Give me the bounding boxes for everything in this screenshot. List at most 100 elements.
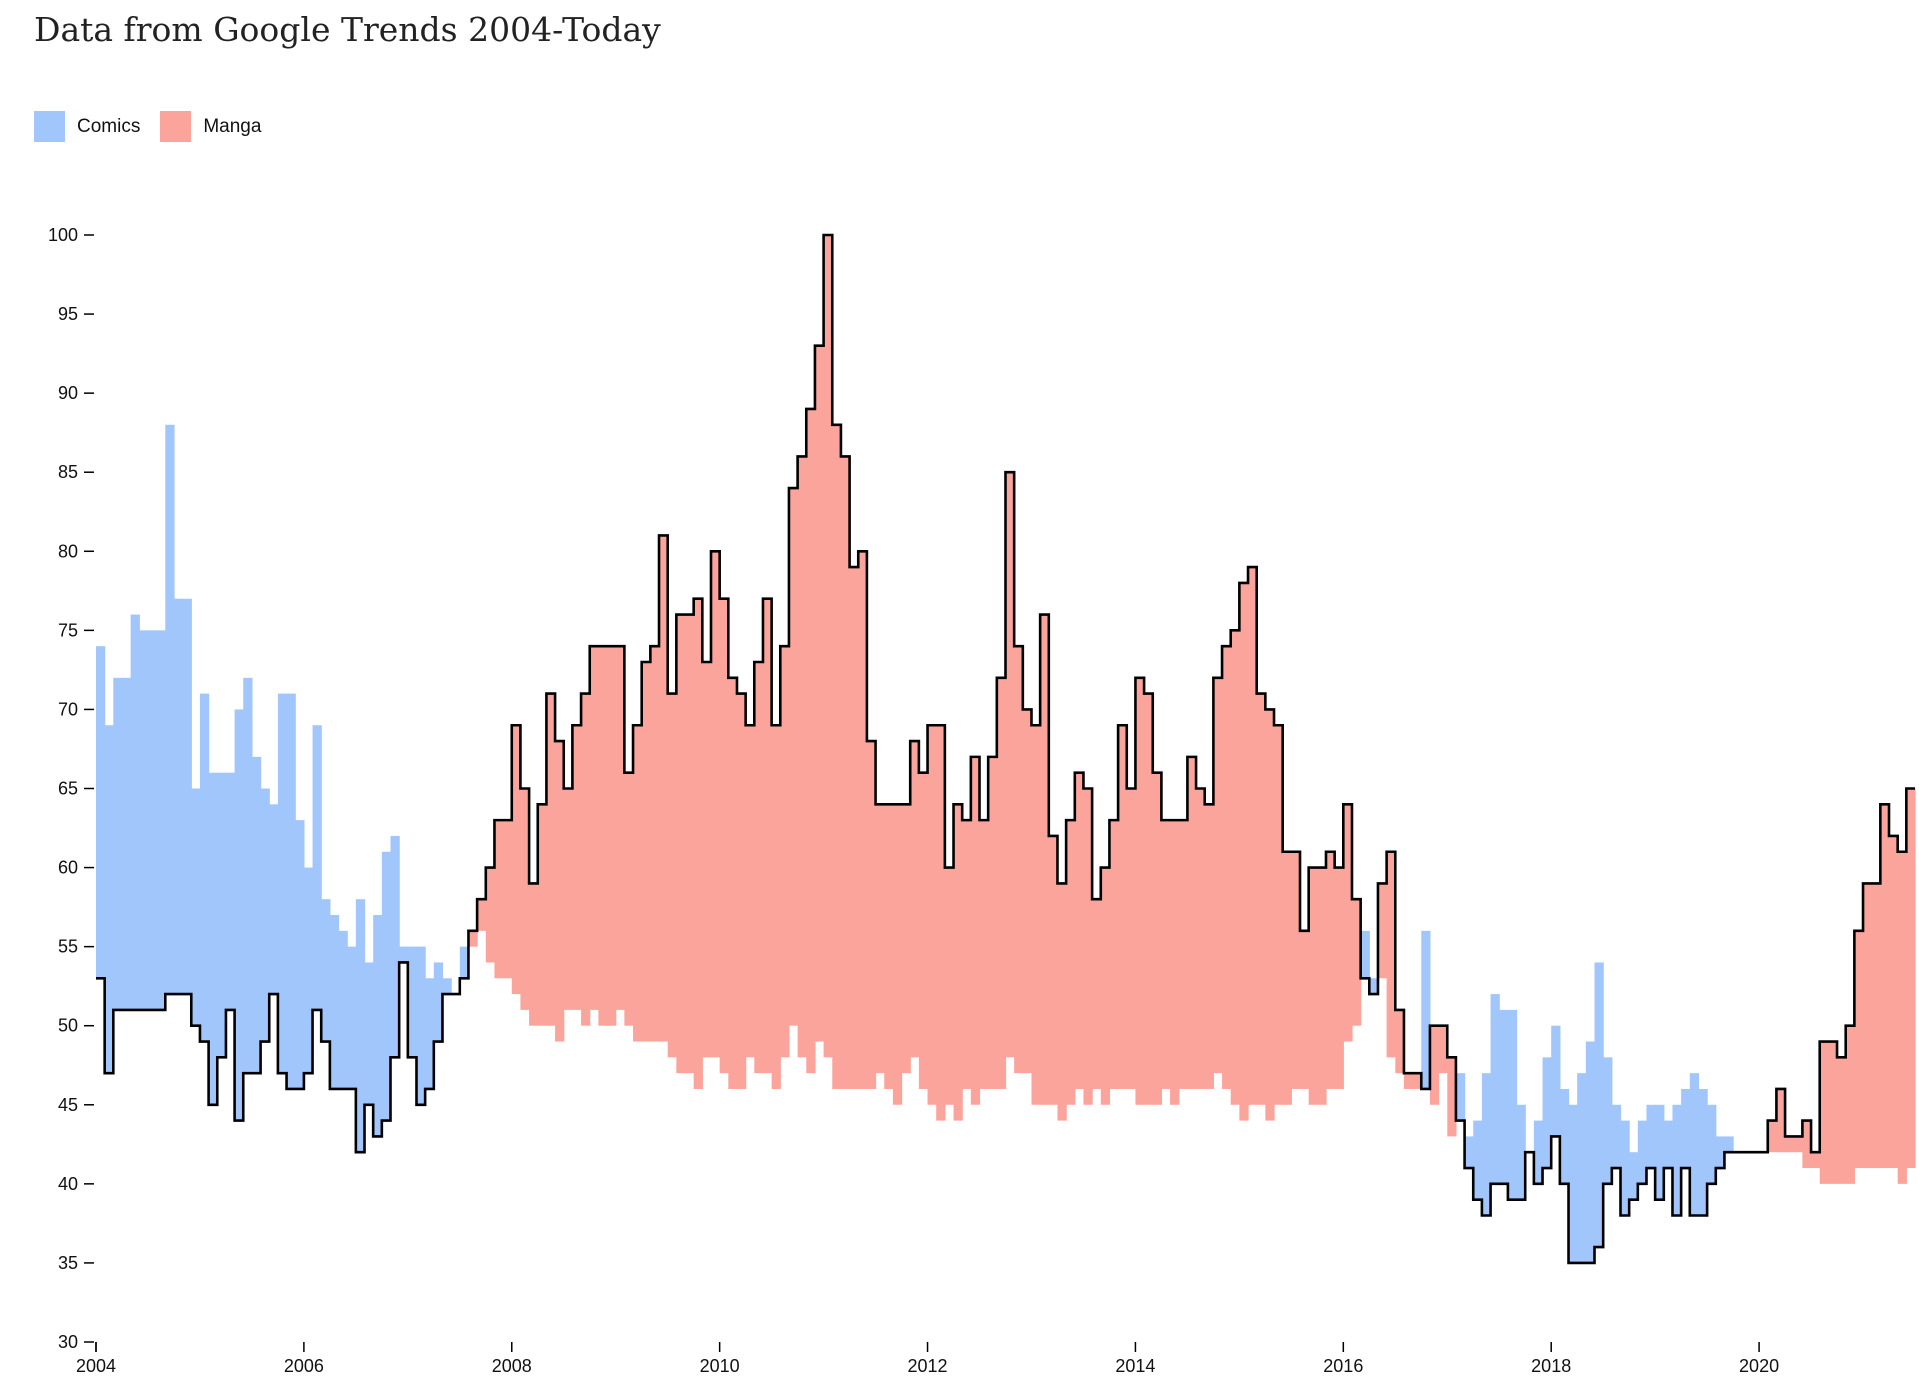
manga-bar	[529, 883, 539, 1026]
manga-bar	[1863, 883, 1873, 1169]
comics-bar	[1620, 1120, 1630, 1216]
manga-bar	[589, 646, 599, 1010]
comics-bar	[139, 630, 149, 1010]
comics-bar	[1681, 1088, 1691, 1169]
legend-label-comics: Comics	[77, 115, 141, 137]
comics-bar	[399, 946, 409, 963]
comics-bar	[217, 772, 227, 1058]
manga-bar	[607, 646, 617, 1026]
comics-bar	[156, 630, 166, 1010]
manga-bar	[1230, 630, 1240, 1105]
manga-bar	[1282, 851, 1292, 1105]
manga-bar	[728, 677, 738, 1089]
manga-bar	[1802, 1120, 1812, 1169]
manga-bar	[875, 804, 885, 1074]
manga-bar	[1040, 614, 1050, 1105]
comics-bar	[173, 598, 184, 995]
comics-bar	[303, 867, 314, 1074]
comics-bar	[1499, 1009, 1509, 1184]
manga-bar	[1144, 693, 1154, 1105]
manga-bar	[1291, 851, 1301, 1089]
x-tick-label: 2018	[1531, 1356, 1571, 1376]
manga-bar	[823, 235, 833, 1058]
manga-bar	[581, 693, 591, 1026]
comics-bar	[312, 725, 322, 1010]
y-tick-label: 65	[58, 779, 78, 799]
manga-bar	[719, 598, 729, 1074]
y-tick-label: 40	[58, 1174, 78, 1194]
manga-bar	[962, 820, 972, 1089]
manga-bar	[1308, 867, 1318, 1105]
comics-bar	[1698, 1088, 1708, 1216]
comics-bar	[260, 788, 270, 1042]
manga-bar	[754, 661, 764, 1074]
comics-bar	[1464, 1136, 1474, 1169]
manga-bar	[858, 551, 868, 1089]
manga-bar	[1334, 867, 1344, 1089]
comics-bar	[407, 946, 418, 1058]
comics-bar	[1421, 930, 1431, 1089]
manga-bar	[477, 899, 487, 931]
comics-bar	[1559, 1088, 1570, 1184]
manga-bar	[1377, 883, 1388, 979]
manga-bar	[745, 725, 755, 1058]
manga-bar	[667, 693, 677, 1058]
comics-bar	[269, 804, 279, 995]
manga-bar	[996, 677, 1007, 1089]
x-tick-label: 2010	[700, 1356, 740, 1376]
manga-bar	[1248, 567, 1258, 1105]
manga-bar	[1178, 820, 1188, 1089]
comics-bar	[459, 946, 470, 979]
comics-bar	[234, 709, 244, 1121]
manga-bar	[1256, 693, 1266, 1105]
y-axis: 30 35 40 45 50 55 60 65 70 75 80 85 90 95 100	[48, 225, 94, 1352]
manga-bar	[659, 535, 669, 1042]
manga-bar	[771, 725, 781, 1089]
comics-bar	[425, 978, 435, 1089]
manga-bar	[633, 725, 643, 1042]
comics-bar	[442, 978, 452, 995]
manga-bar	[936, 725, 946, 1121]
manga-bar	[1100, 867, 1111, 1105]
y-tick-label: 35	[58, 1253, 78, 1273]
manga-bar	[572, 725, 582, 1010]
manga-bar	[866, 741, 877, 1089]
comics-bar	[1707, 1104, 1717, 1184]
legend: Comics Manga	[34, 111, 281, 142]
comics-bar	[277, 693, 288, 1074]
manga-bar	[1126, 788, 1137, 1089]
manga-bar	[702, 661, 712, 1058]
manga-bar	[598, 646, 608, 1026]
manga-bar	[1265, 709, 1275, 1121]
manga-bar	[1828, 1041, 1838, 1184]
comics-bar	[295, 820, 305, 1089]
comics-bar	[1568, 1104, 1578, 1263]
y-tick-label: 95	[58, 304, 78, 324]
comics-bar	[390, 835, 400, 1058]
manga-bar	[1135, 677, 1145, 1105]
x-tick-label: 2014	[1115, 1356, 1155, 1376]
manga-bar	[901, 804, 911, 1074]
manga-bar	[1170, 820, 1180, 1105]
comics-bar	[147, 630, 158, 1010]
comics-bar	[373, 915, 383, 1137]
manga-bar	[641, 661, 651, 1042]
comics-bar	[1689, 1073, 1700, 1216]
comics-bar	[1577, 1073, 1587, 1263]
manga-bar	[1118, 725, 1128, 1089]
manga-bar	[494, 820, 504, 979]
comics-bar	[104, 725, 114, 1074]
manga-bar	[1014, 646, 1024, 1074]
comics-bar	[1672, 1104, 1682, 1216]
manga-bar	[520, 788, 530, 1010]
manga-bar	[762, 598, 773, 1074]
legend-item-comics: Comics	[34, 111, 140, 142]
manga-bar	[1074, 772, 1085, 1089]
comics-bar	[208, 772, 218, 1105]
comics-bar	[433, 962, 444, 1042]
legend-swatch-manga	[160, 111, 192, 142]
comics-bar	[1533, 1120, 1544, 1184]
manga-bar	[806, 408, 816, 1074]
manga-bar	[1403, 1073, 1414, 1089]
